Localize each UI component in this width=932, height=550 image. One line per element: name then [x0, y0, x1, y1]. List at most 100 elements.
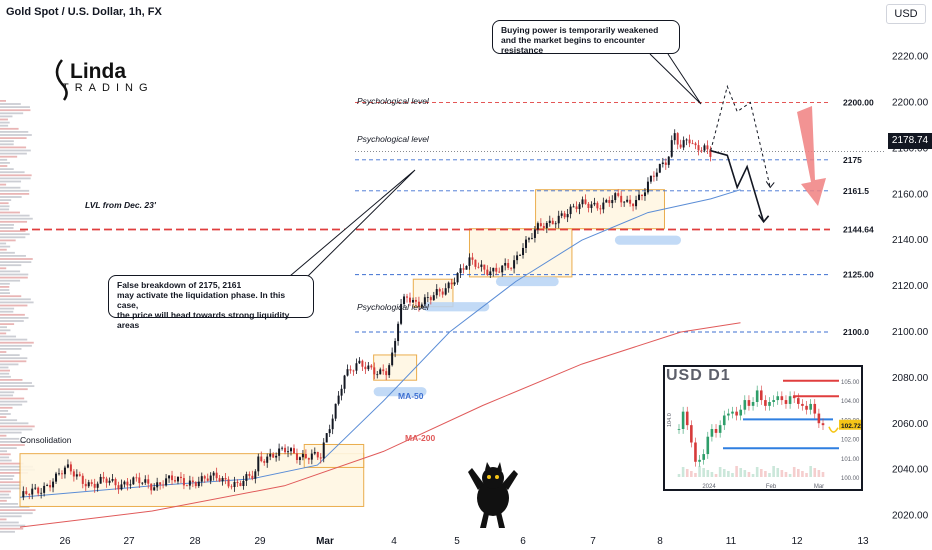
- candle-body: [382, 369, 385, 372]
- candle-body: [117, 485, 120, 490]
- candle-body: [403, 296, 406, 305]
- candle-body: [548, 220, 551, 224]
- candle-body: [706, 145, 709, 150]
- volume-profile-bar: [0, 323, 15, 325]
- volume-profile-bar: [0, 186, 21, 189]
- candle-body: [614, 193, 617, 201]
- candle-body: [513, 260, 516, 269]
- chart-title: Gold Spot / U.S. Dollar, 1h, FX: [6, 6, 162, 18]
- volume-profile-bar: [0, 375, 11, 378]
- candle-body: [269, 453, 272, 457]
- inset-candle-body: [821, 423, 825, 426]
- candle-body: [504, 263, 507, 266]
- candle-body: [215, 472, 218, 479]
- volume-profile-bar: [0, 425, 35, 428]
- candle-body: [411, 299, 414, 303]
- candle-body: [245, 474, 248, 481]
- candle-body: [236, 481, 239, 484]
- volume-profile-bar: [0, 214, 30, 217]
- volume-profile-bar: [0, 183, 7, 186]
- callout-line: may activate the liquidation phase. In t…: [117, 290, 286, 310]
- candle-body: [263, 461, 266, 463]
- candle-body: [188, 480, 191, 486]
- inset-x-tick: 2024: [702, 484, 716, 490]
- ma50-line: [19, 189, 741, 498]
- level-label: 2200.00: [843, 97, 874, 107]
- inset-volume-bar: [722, 469, 726, 477]
- volume-profile-bar: [0, 236, 26, 239]
- volume-profile-bar: [0, 165, 8, 167]
- volume-profile-bar: [0, 357, 28, 360]
- candle-body: [284, 447, 287, 453]
- inset-candle-body: [784, 400, 788, 404]
- candle-body: [406, 296, 409, 298]
- logo-mark: [55, 59, 68, 101]
- inset-volume-bar: [706, 470, 710, 477]
- inset-candle-body: [714, 429, 718, 433]
- volume-profile-bar: [0, 326, 7, 329]
- candle-body: [37, 487, 40, 494]
- y-tick-label: 2040.00: [892, 465, 929, 476]
- candle-body: [272, 453, 275, 458]
- inset-x-tick: Mar: [814, 484, 824, 490]
- volume-profile-bar: [0, 137, 27, 139]
- candle-body: [346, 369, 349, 376]
- volume-profile-bar: [0, 202, 9, 205]
- volume-profile-bar: [0, 255, 26, 257]
- volume-profile-bar: [0, 496, 12, 499]
- candle-body: [417, 301, 420, 307]
- volume-profile-bar: [0, 264, 22, 267]
- x-tick-label: 7: [590, 536, 596, 547]
- candle-body: [197, 481, 200, 487]
- candle-body: [459, 268, 462, 274]
- inset-candle-body: [817, 413, 821, 424]
- candle-body: [72, 471, 75, 477]
- candle-body: [495, 267, 498, 272]
- candle-body: [218, 478, 221, 482]
- candle-body: [397, 323, 400, 342]
- candle-body: [545, 223, 548, 229]
- candle-body: [578, 204, 581, 210]
- candle-body: [462, 268, 465, 270]
- y-tick-label: 2020.00: [892, 511, 929, 522]
- volume-profile-bar: [0, 217, 33, 220]
- candle-body: [670, 140, 673, 157]
- volume-profile-bar: [0, 143, 14, 146]
- cat-eye: [487, 475, 491, 479]
- candle-body: [230, 486, 233, 488]
- inset-candle-body: [739, 409, 743, 416]
- candle-body: [159, 482, 162, 485]
- candle-body: [414, 299, 417, 302]
- candle-body: [623, 201, 626, 203]
- volume-profile-bar: [0, 354, 20, 356]
- candle-body: [703, 145, 706, 151]
- callout-pointer: [649, 53, 702, 105]
- candle-body: [450, 282, 453, 285]
- volume-profile-bar: [0, 131, 29, 133]
- candle-body: [608, 200, 611, 204]
- candle-body: [206, 478, 209, 481]
- candle-body: [144, 479, 147, 483]
- currency-button[interactable]: USD: [886, 4, 926, 24]
- candle-body: [278, 448, 281, 456]
- x-tick-label: 8: [657, 536, 663, 547]
- candle-body: [629, 199, 632, 204]
- candle-body: [453, 282, 456, 285]
- volume-profile-bar: [0, 158, 8, 161]
- inset-volume-bar: [755, 467, 759, 477]
- x-tick-label: 26: [59, 536, 71, 547]
- candle-body: [322, 442, 325, 459]
- candle-body: [93, 483, 96, 488]
- volume-profile-bar: [0, 329, 11, 332]
- logo-text: Linda: [70, 60, 126, 83]
- inset-volume-bar: [813, 468, 817, 477]
- volume-profile-bar: [0, 149, 31, 152]
- psych-level-label: Psychological level: [357, 134, 429, 144]
- inset-candle-body: [722, 415, 726, 426]
- volume-profile-bar: [0, 180, 22, 183]
- volume-profile-bar: [0, 388, 28, 391]
- inset-candle-body: [805, 405, 808, 410]
- candle-body: [492, 267, 495, 272]
- candle-body: [123, 481, 126, 485]
